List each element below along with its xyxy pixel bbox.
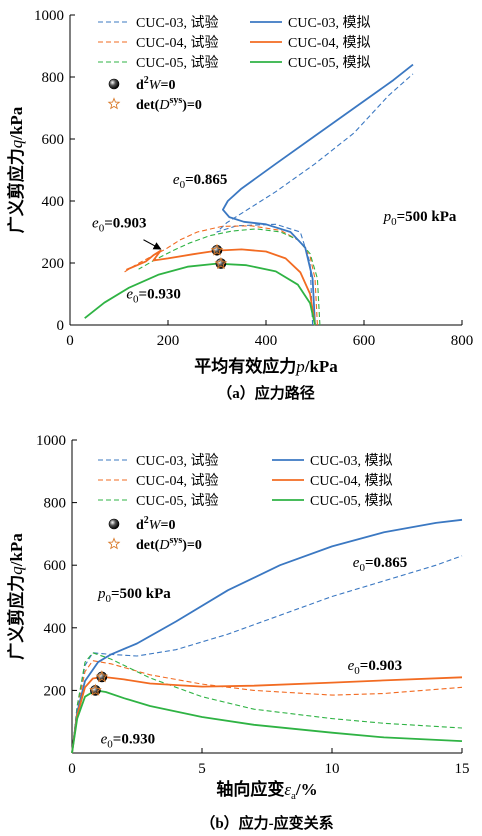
y-tick-label: 1000 (36, 433, 66, 449)
legend-star-icon (107, 537, 121, 550)
y-tick-label: 600 (42, 132, 65, 148)
legend-label: CUC-05, 模拟 (288, 55, 370, 71)
series-line-cuc-03-dashed (216, 73, 414, 326)
det-zero-marker (89, 683, 102, 696)
legend-label: CUC-04, 模拟 (288, 35, 370, 51)
y-tick-label: 200 (44, 683, 67, 699)
legend-label: CUC-03, 模拟 (310, 453, 392, 469)
series-line-cuc-03-solid (71, 518, 463, 754)
y-tick-label: 800 (44, 496, 67, 512)
series-line-cuc-03-dashed (71, 555, 463, 754)
x-tick-label: 10 (325, 761, 340, 777)
y-tick-label: 0 (57, 318, 65, 334)
series-line-cuc-05-dashed (138, 228, 321, 326)
y-tick-label: 400 (42, 194, 65, 210)
annotation-text: e0=0.865 (173, 172, 227, 191)
legend-label: CUC-04, 试验 (136, 473, 218, 489)
x-tick-label: 600 (353, 333, 376, 349)
chart-panel-a: 0 200 400 600 800 0 200 400 600 800 1000 平均有效应力p/kP… (6, 8, 473, 402)
y-tick-label: 600 (44, 558, 67, 574)
y-axis-label: 广义剪应力q/kPa (6, 533, 26, 660)
x-axis-label: 轴向应变εa/% (216, 779, 317, 802)
y-axis-label: 广义剪应力q/kPa (6, 106, 26, 233)
x-tick-label: 0 (66, 333, 74, 349)
legend-label: CUC-03, 模拟 (288, 15, 370, 31)
series-line-cuc-05-solid (71, 689, 463, 754)
x-tick-label: 400 (255, 333, 278, 349)
y-tick-label: 800 (42, 70, 65, 86)
annotation-text: e0=0.903 (348, 658, 402, 677)
x-tick-label: 200 (157, 333, 180, 349)
y-tick-label: 400 (44, 621, 67, 637)
annotation-text: e0=0.930 (101, 732, 155, 751)
series-line-cuc-05-dashed (71, 652, 463, 754)
legend-ball-icon (108, 518, 120, 530)
legend-label: CUC-03, 试验 (136, 15, 218, 31)
det-zero-marker (95, 670, 109, 683)
series-line-cuc-03-solid (222, 63, 414, 326)
annotation-text: e0=0.865 (353, 555, 407, 574)
y-tick-label: 200 (42, 256, 65, 272)
x-axis-label: 平均有效应力p/kPa (194, 356, 338, 376)
det-zero-marker (210, 243, 224, 256)
panel-caption: （b）应力-应变关系 (200, 814, 333, 832)
chart-panel-b: 0 5 10 15 200 400 600 800 1000 轴向应变εa/% 广义剪应力q/kPa… (6, 433, 470, 832)
panel-caption: （a）应力路径 (217, 384, 315, 402)
series-line-cuc-04-dashed (71, 660, 463, 754)
annotation-arrow (143, 239, 162, 250)
legend-marker-label: d2W=0 (136, 75, 175, 93)
legend-label: CUC-05, 模拟 (310, 493, 392, 509)
legend-star-icon (107, 97, 121, 110)
series-line-cuc-04-solid (71, 676, 463, 754)
x-tick-label: 0 (68, 761, 76, 777)
legend-ball-icon (108, 78, 120, 90)
legend-label: CUC-04, 模拟 (310, 473, 392, 489)
legend-label: CUC-03, 试验 (136, 453, 218, 469)
series-line-cuc-04-solid (125, 248, 316, 326)
x-tick-label: 5 (198, 761, 206, 777)
legend-marker-label: det(Dsys)=0 (136, 535, 202, 553)
det-zero-marker (214, 256, 228, 270)
series-line-cuc-05-solid (84, 262, 316, 326)
annotation-text: e0=0.903 (92, 215, 146, 234)
x-tick-label: 800 (451, 333, 474, 349)
series-line-cuc-04-dashed (123, 225, 318, 326)
legend-label: CUC-05, 试验 (136, 493, 218, 509)
x-tick-label: 15 (455, 761, 470, 777)
legend-marker-label: det(Dsys)=0 (136, 95, 202, 113)
annotation-text: p0=500 kPa (383, 209, 457, 228)
legend-label: CUC-04, 试验 (136, 35, 218, 51)
legend-label: CUC-05, 试验 (136, 55, 218, 71)
annotation-text: e0=0.930 (126, 287, 180, 306)
annotation-text: p0=500 kPa (97, 586, 171, 605)
legend-marker-label: d2W=0 (136, 515, 175, 533)
y-tick-label: 1000 (34, 8, 64, 24)
